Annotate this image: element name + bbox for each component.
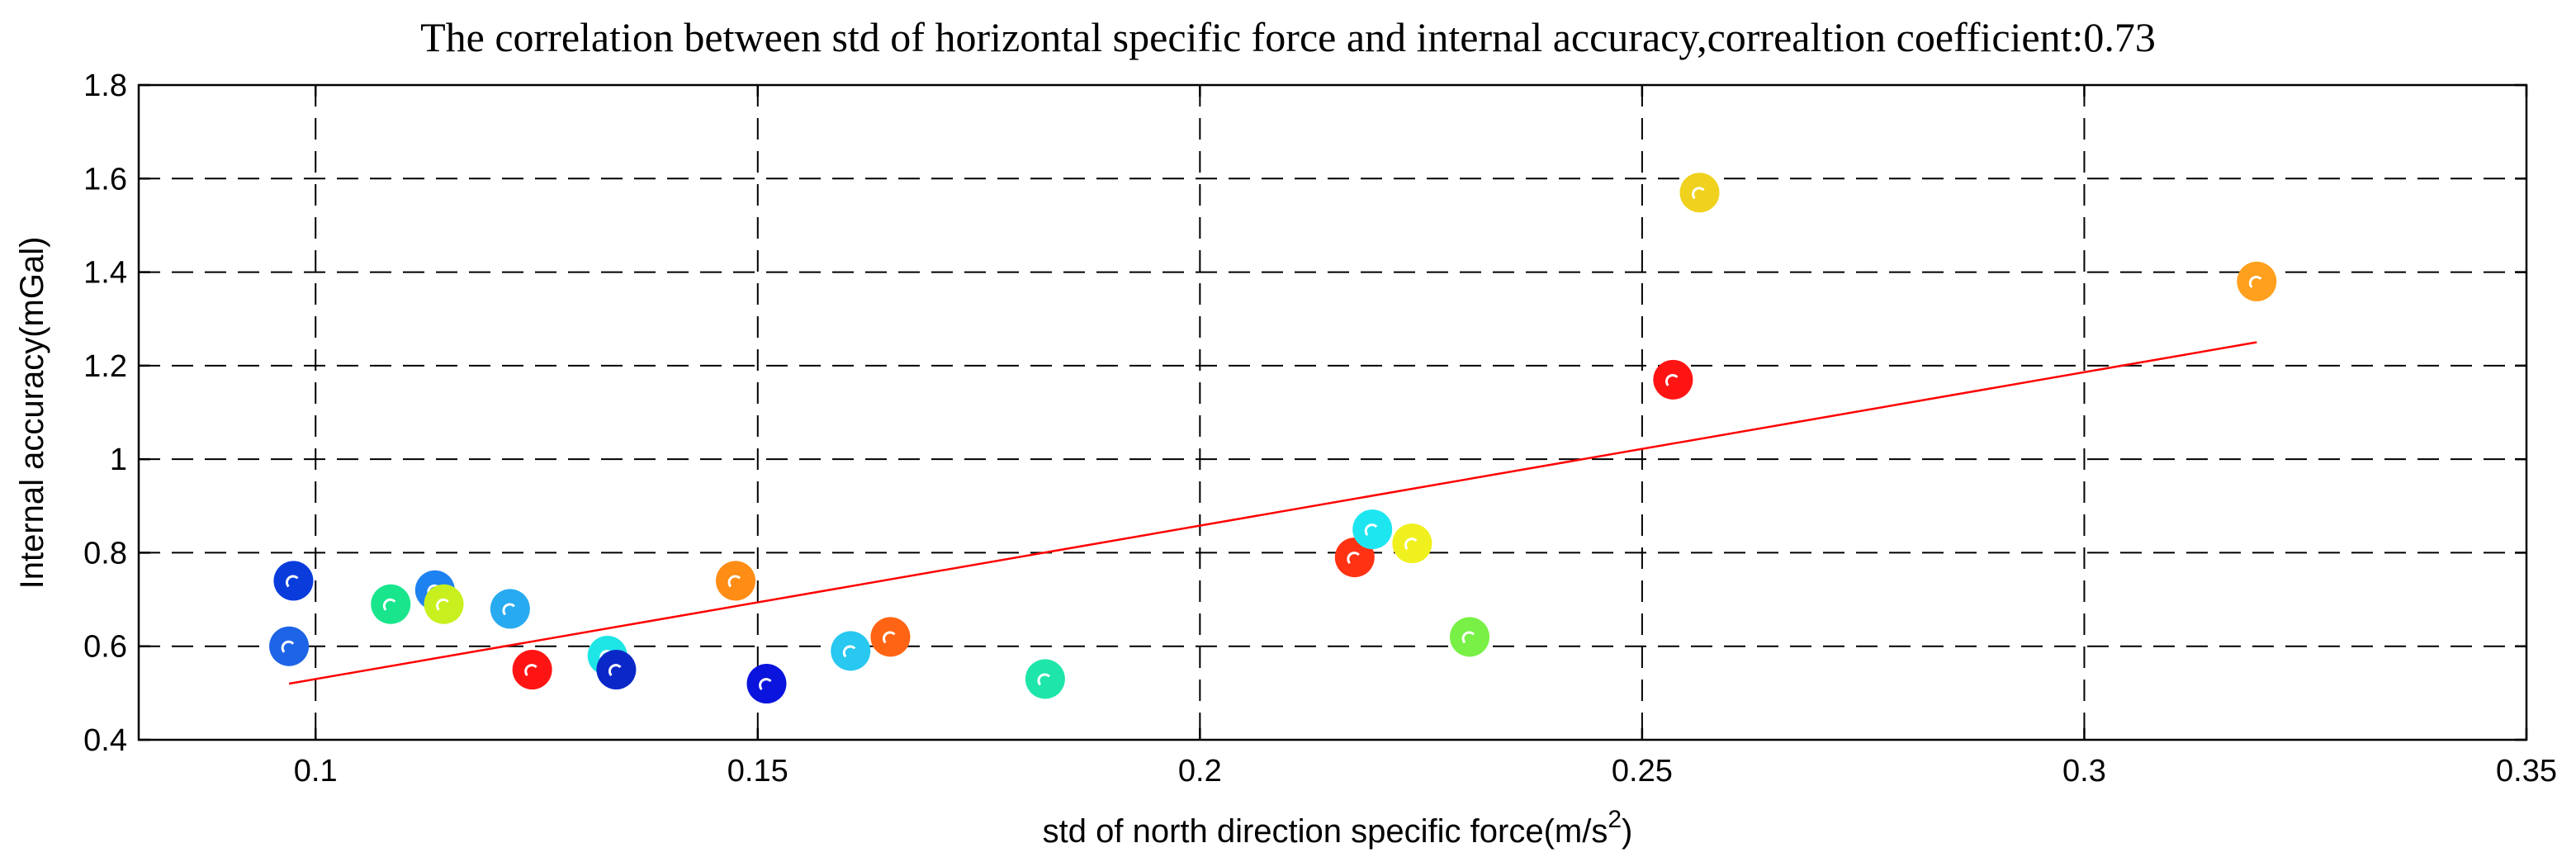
- data-points: [269, 173, 2277, 704]
- y-tick-label: 1.4: [83, 256, 127, 291]
- data-point-marker: [746, 664, 787, 704]
- y-tick-label: 0.8: [83, 536, 127, 571]
- plot-area-frame: [137, 83, 2528, 741]
- x-axis-label-suffix: ): [1622, 813, 1632, 850]
- data-point-highlight: [1364, 523, 1378, 537]
- data-point: [269, 626, 310, 666]
- y-tick-label: 1.2: [83, 349, 127, 384]
- data-point-marker: [870, 617, 911, 657]
- data-point-highlight: [842, 645, 856, 658]
- data-point-highlight: [436, 598, 449, 611]
- data-point: [273, 561, 314, 601]
- data-point-highlight: [1461, 631, 1475, 644]
- data-point-marker: [1653, 359, 1693, 400]
- axis-ticks: [139, 83, 2528, 741]
- data-point-marker: [2237, 261, 2277, 301]
- data-point-highlight: [382, 598, 396, 611]
- x-tick-label: 0.25: [1612, 754, 1673, 789]
- data-point-highlight: [286, 575, 299, 588]
- x-tick-label: 0.15: [727, 754, 788, 789]
- data-point: [870, 617, 911, 657]
- data-point-marker: [1025, 659, 1065, 699]
- x-axis-label: std of north direction specific force(m/…: [1043, 806, 1633, 850]
- data-point-marker: [1450, 617, 1490, 657]
- data-point-marker: [269, 626, 310, 666]
- fit-line: [288, 341, 2257, 685]
- data-point-highlight: [883, 631, 896, 644]
- x-axis-label-superscript: 2: [1608, 806, 1622, 833]
- y-axis-tick-labels: 0.4 0.6 0.8 1 1.2 1.4 1.6 1.8: [83, 69, 127, 758]
- data-point: [512, 650, 552, 690]
- y-tick-label: 1: [110, 443, 127, 477]
- data-point-highlight: [281, 640, 295, 653]
- data-point-marker: [424, 584, 464, 624]
- data-point-highlight: [1404, 538, 1418, 551]
- data-point-highlight: [1692, 187, 1705, 200]
- data-point: [1025, 659, 1065, 699]
- data-point-highlight: [608, 664, 622, 677]
- data-point-marker: [512, 650, 552, 690]
- data-point-highlight: [502, 603, 515, 616]
- data-point: [1450, 617, 1490, 657]
- data-point: [831, 631, 871, 671]
- y-axis-label: Internal accuracy(mGal): [14, 237, 50, 590]
- data-point: [371, 584, 411, 624]
- data-point: [490, 589, 530, 629]
- data-point: [1653, 359, 1693, 400]
- data-point: [746, 664, 787, 704]
- y-tick-label: 0.4: [83, 723, 127, 758]
- data-point-highlight: [1664, 373, 1679, 386]
- data-point-highlight: [1347, 552, 1360, 565]
- data-point: [424, 584, 464, 624]
- data-point: [596, 650, 637, 690]
- x-tick-label: 0.2: [1178, 754, 1222, 789]
- data-point-highlight: [1037, 673, 1050, 686]
- data-point-highlight: [2248, 275, 2262, 288]
- data-point-marker: [1352, 509, 1393, 550]
- data-point-marker: [1679, 173, 1720, 213]
- data-point-highlight: [727, 575, 741, 588]
- y-tick-label: 1.8: [83, 69, 127, 103]
- data-point-marker: [596, 650, 637, 690]
- data-point-marker: [716, 561, 755, 601]
- x-tick-label: 0.1: [294, 754, 338, 789]
- data-point: [716, 561, 755, 601]
- data-point: [2237, 261, 2277, 301]
- data-point-marker: [371, 584, 411, 624]
- data-point-highlight: [524, 664, 537, 677]
- data-point-marker: [490, 589, 530, 629]
- x-tick-label: 0.35: [2496, 754, 2557, 789]
- y-tick-label: 1.6: [83, 162, 127, 197]
- data-point-marker: [1392, 523, 1432, 564]
- x-axis-label-main: std of north direction specific force(m/…: [1043, 813, 1608, 850]
- y-tick-label: 0.6: [83, 630, 127, 665]
- grid-lines: [139, 85, 2526, 740]
- data-point: [1392, 523, 1432, 564]
- x-tick-label: 0.3: [2062, 754, 2106, 789]
- data-point: [1352, 509, 1393, 550]
- chart-title: The correlation between std of horizonta…: [420, 14, 2156, 60]
- fit-line-group: [288, 341, 2257, 685]
- data-point-highlight: [759, 678, 772, 691]
- x-axis-tick-labels: 0.1 0.15 0.2 0.25 0.3 0.35: [294, 754, 2557, 789]
- data-point-marker: [831, 631, 871, 671]
- data-point-marker: [273, 561, 314, 601]
- data-point: [1679, 173, 1720, 213]
